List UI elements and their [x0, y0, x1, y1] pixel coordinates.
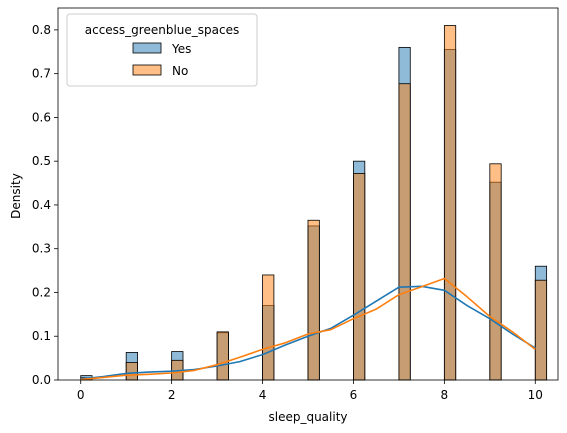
- kde-layer: [80, 277, 536, 381]
- kde-line-yes: [80, 285, 536, 380]
- x-tick-label-2: 2: [168, 388, 176, 402]
- x-tick-label-4: 4: [259, 388, 267, 402]
- legend-label-yes: Yes: [171, 42, 191, 56]
- y-tick-label-0.5: 0.5: [32, 154, 51, 168]
- legend: access_greenblue_spaces Yes No: [66, 13, 258, 87]
- bar-no-4: [262, 274, 275, 381]
- bar-no-6: [353, 173, 366, 381]
- x-tick-label-8: 8: [441, 388, 449, 402]
- y-tick-label-0.8: 0.8: [32, 23, 51, 37]
- bar-no-5: [307, 219, 320, 381]
- x-tick-label-10: 10: [528, 388, 543, 402]
- legend-label-no: No: [172, 64, 188, 78]
- x-tick-label-0: 0: [77, 388, 85, 402]
- plot-frame: [57, 7, 559, 381]
- legend-swatch-yes: [132, 42, 162, 54]
- y-axis-label: Density: [9, 173, 23, 219]
- legend-swatch-no: [132, 64, 162, 76]
- bars-layer: [80, 25, 548, 381]
- y-tick-label-0: 0.0: [32, 373, 51, 387]
- kde-line-no: [80, 277, 536, 381]
- bar-no-3: [216, 331, 229, 381]
- y-tick-label-0.7: 0.7: [32, 67, 51, 81]
- y-tick-label-0.4: 0.4: [32, 198, 51, 212]
- y-tick-label-0.1: 0.1: [32, 329, 51, 343]
- legend-box: [66, 13, 258, 87]
- bar-no-8: [443, 25, 457, 381]
- x-axis: 0 2 4 6 8 10: [77, 380, 543, 402]
- y-axis: 0.0 0.1 0.2 0.3 0.4 0.5 0.6 0.7 0.8: [32, 23, 58, 387]
- bar-no-10: [534, 279, 548, 381]
- legend-title: access_greenblue_spaces: [85, 23, 240, 37]
- y-tick-label-0.3: 0.3: [32, 242, 51, 256]
- y-tick-label-0.6: 0.6: [32, 110, 51, 124]
- x-axis-label: sleep_quality: [268, 410, 347, 424]
- bar-no-7: [398, 83, 411, 381]
- x-tick-label-6: 6: [350, 388, 358, 402]
- bar-no-9: [489, 163, 502, 381]
- y-tick-label-0.2: 0.2: [32, 285, 51, 299]
- bar-no-1: [125, 362, 138, 381]
